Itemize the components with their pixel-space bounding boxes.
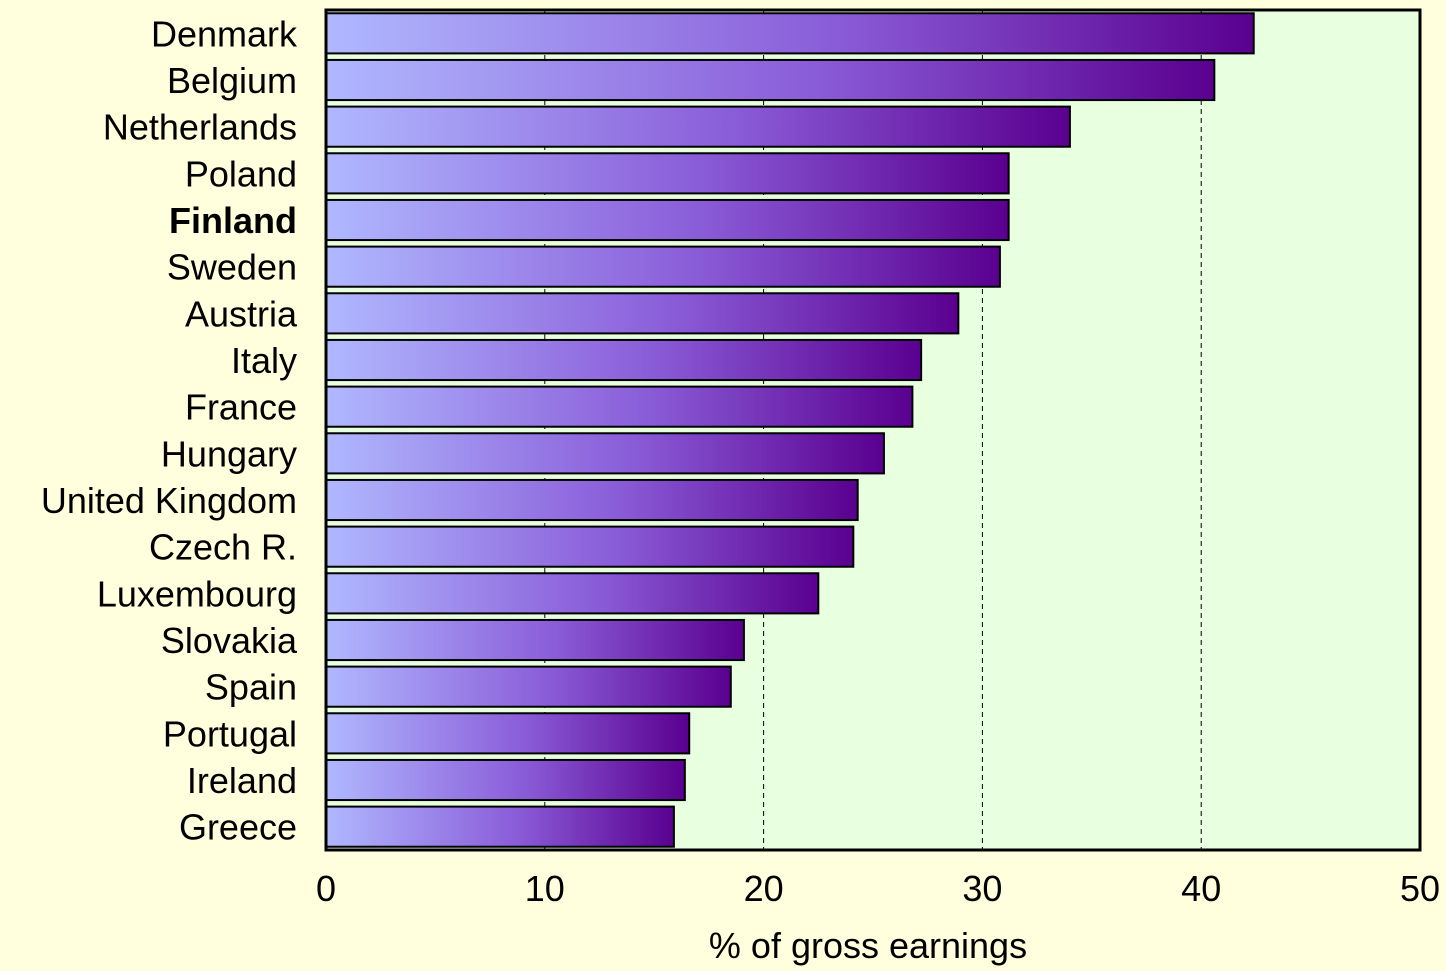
bar-belgium [325, 58, 1216, 102]
x-tick-label: 40 [1181, 868, 1221, 909]
bars [325, 12, 1255, 848]
bar-denmark [325, 12, 1255, 55]
bar-italy [325, 338, 923, 382]
category-label: France [185, 387, 297, 428]
category-label: United Kingdom [41, 480, 297, 521]
bar-poland [325, 152, 1010, 195]
category-label: Czech R. [149, 527, 297, 568]
bar-france [325, 385, 914, 428]
bar-czech-r [325, 525, 855, 568]
category-label: Luxembourg [97, 573, 297, 614]
category-label: Hungary [161, 433, 297, 474]
category-label: Ireland [187, 760, 297, 801]
bar-austria [325, 292, 960, 335]
bar-finland [325, 198, 1010, 242]
bar-slovakia [325, 618, 745, 662]
category-label: Belgium [167, 60, 297, 101]
x-axis-title: % of gross earnings [709, 925, 1027, 966]
x-tick-labels: 0 10 20 30 40 50 [316, 868, 1440, 909]
category-label: Slovakia [161, 620, 298, 661]
bar-luxembourg [325, 572, 820, 615]
bar-portugal [325, 712, 691, 755]
bar-ireland [325, 758, 686, 802]
category-label: Spain [205, 667, 297, 708]
bar-spain [325, 665, 732, 708]
plot-area [326, 10, 1420, 850]
x-tick-label: 30 [962, 868, 1002, 909]
category-label: Sweden [167, 247, 297, 288]
bar-sweden [325, 245, 1001, 288]
category-label: Finland [169, 200, 297, 241]
category-label: Denmark [151, 13, 298, 54]
x-tick-label: 10 [525, 868, 565, 909]
category-label: Italy [231, 340, 297, 381]
category-label: Portugal [163, 713, 297, 754]
category-label: Austria [185, 293, 298, 334]
bar-netherlands [325, 105, 1071, 148]
bar-united-kingdom [325, 478, 859, 522]
category-label: Greece [179, 807, 297, 848]
x-tick-label: 0 [316, 868, 336, 909]
bar-hungary [325, 432, 885, 475]
category-label: Netherlands [103, 107, 297, 148]
bar-greece [325, 805, 675, 848]
category-labels: Denmark Belgium Netherlands Poland Finland Sw… [41, 13, 298, 847]
x-tick-label: 50 [1400, 868, 1440, 909]
category-label: Poland [185, 153, 297, 194]
x-tick-label: 20 [744, 868, 784, 909]
gridlines [544, 10, 1202, 850]
plot-frame [324, 8, 1422, 852]
